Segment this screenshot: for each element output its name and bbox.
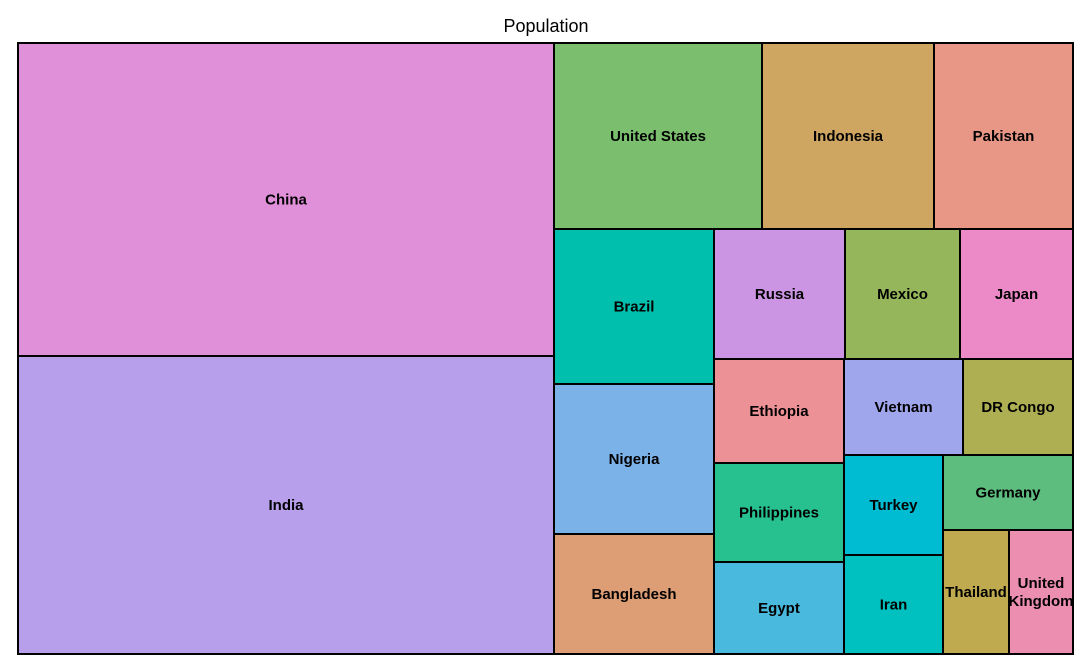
tile-label-line: Philippines [739,505,819,522]
tile-label-line: Indonesia [813,128,884,145]
tile-label-india: India [268,497,304,514]
tile-philippines [713,462,845,563]
tile-label-line: Pakistan [973,128,1035,145]
tile-label-dr-congo: DR Congo [981,399,1054,416]
tile-label-line: Vietnam [874,399,932,416]
tile-india [17,355,555,655]
tile-mexico [844,228,961,360]
tile-label-iran: Iran [880,597,908,614]
tile-label-united-states: United States [610,128,706,145]
tile-egypt [713,561,845,655]
tile-label-line: Ethiopia [749,403,809,420]
tile-brazil [553,228,715,385]
tile-label-russia: Russia [755,286,805,303]
tile-label-brazil: Brazil [614,299,655,316]
tile-label-line: Japan [995,286,1038,303]
tile-label-egypt: Egypt [758,600,800,617]
tile-label-line: United States [610,128,706,145]
tile-label-germany: Germany [975,485,1041,502]
tile-label-line: Nigeria [609,451,661,468]
tile-label-turkey: Turkey [869,497,918,514]
tile-label-line: Mexico [877,286,928,303]
tile-label-ethiopia: Ethiopia [749,403,809,420]
tile-label-china: China [265,192,307,209]
tile-dr-congo [962,358,1074,456]
tile-vietnam [843,358,964,456]
tile-label-bangladesh: Bangladesh [591,586,676,603]
tile-japan [959,228,1074,360]
tile-united-kingdom [1008,529,1074,655]
tile-iran [843,554,944,655]
tile-label-line: Kingdom [1009,593,1074,610]
tile-label-line: Iran [880,597,908,614]
tile-label-pakistan: Pakistan [973,128,1035,145]
tile-label-line: Thailand [945,584,1007,601]
tile-label-line: India [268,497,304,514]
tile-label-line: DR Congo [981,399,1054,416]
tile-label-line: Egypt [758,600,800,617]
tile-ethiopia [713,358,845,464]
tile-label-line: Brazil [614,299,655,316]
tile-label-line: Germany [975,485,1041,502]
tile-label-line: China [265,192,307,209]
tile-label-indonesia: Indonesia [813,128,884,145]
tile-label-japan: Japan [995,286,1038,303]
tile-label-line: Turkey [869,497,918,514]
chart-title: Population [503,16,589,36]
tile-label-nigeria: Nigeria [609,451,661,468]
tile-label-line: Russia [755,286,805,303]
tile-label-united-kingdom: United Kingdom [1009,575,1074,610]
tile-turkey [843,454,944,556]
tile-label-line: Bangladesh [591,586,676,603]
tile-germany [942,454,1074,531]
tile-label-mexico: Mexico [877,286,928,303]
tile-label-thailand: Thailand [945,584,1007,601]
tile-label-philippines: Philippines [739,505,819,522]
tile-russia [713,228,846,360]
tile-pakistan [933,42,1074,230]
tile-label-line: United [1018,575,1065,592]
tile-label-vietnam: Vietnam [874,399,932,416]
